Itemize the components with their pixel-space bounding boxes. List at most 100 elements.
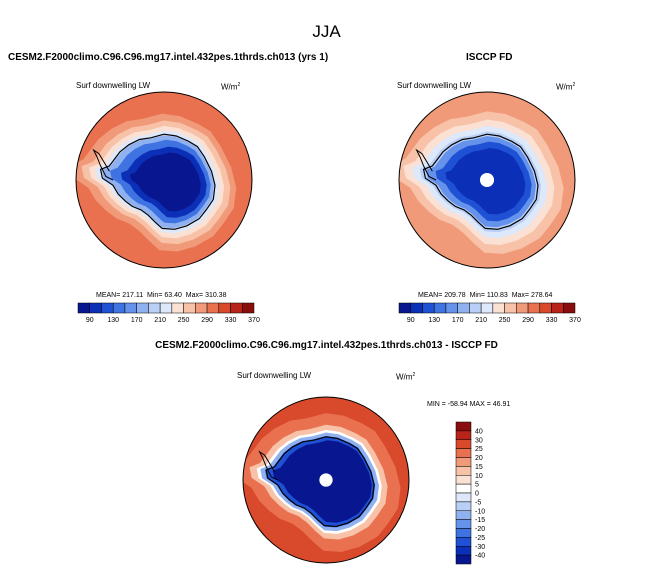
panel3-colorbar-label-4: 15 [475, 464, 483, 471]
panel3-colorbar-box-6 [455, 475, 472, 485]
panel1-colorbar-box-7 [159, 302, 173, 314]
panel3-peninsula [258, 450, 279, 481]
panel1-stats: MEAN= 217.11 Min= 63.40 Max= 310.38 [96, 292, 227, 299]
panel1-colorbar-label-170: 170 [131, 317, 143, 324]
panel3-colorbar-box-10 [455, 510, 472, 520]
panel3-colorbar-label-8: -5 [475, 499, 481, 506]
panel3-colorbar-label-1: 30 [475, 437, 483, 444]
panel3-colorbar-box-0 [455, 421, 472, 432]
panel1-colorbar-box-1 [89, 302, 102, 314]
panel3-colorbar-box-14 [455, 546, 472, 556]
panel3-map [242, 396, 410, 564]
panel3-title: CESM2.F2000climo.C96.C96.mg17.intel.432p… [155, 340, 498, 351]
panel1-colorbar-box-4 [124, 302, 137, 314]
panel3-colorbar-box-8 [455, 492, 472, 503]
panel2-colorbar-box-7 [480, 302, 494, 314]
panel2-colorbar-box-14 [563, 302, 576, 314]
panel2-subtitle: Surf downwelling LW [397, 81, 472, 90]
panel2-colorbar-box-6 [469, 302, 482, 314]
panel3-colorbar-label-6: 5 [475, 482, 479, 489]
panel2-colorbar-label-130: 130 [428, 317, 440, 324]
panel3-stats: MIN = -58.94 MAX = 46.91 [427, 401, 511, 408]
panel3-colorbar-label-3: 20 [475, 455, 483, 462]
panel2-colorbar-box-13 [551, 302, 564, 314]
panel3-colorbar-box-9 [455, 501, 472, 511]
panel3-colorbar-label-7: 0 [475, 491, 479, 498]
panel2-frame [398, 91, 576, 269]
panel1-colorbar-label-330: 330 [225, 317, 237, 324]
panel1-band-8 [130, 152, 201, 212]
panel1-colorbar-box-8 [171, 302, 184, 314]
panel3-subtitle: Surf downwelling LW [237, 371, 312, 380]
panel2-colorbar-box-9 [504, 302, 517, 314]
panel2-colorbar-box-11 [527, 302, 541, 314]
panel1-colorbar-box-14 [242, 302, 255, 314]
panel1-coastline [99, 133, 216, 230]
panel3-units: W/m2 [396, 372, 416, 382]
panel2-colorbar-label-330: 330 [546, 317, 558, 324]
page-title: JJA [312, 22, 341, 41]
panel1-colorbar-box-5 [136, 302, 149, 314]
panel2-colorbar-box-1 [410, 302, 423, 314]
panel1-colorbar-label-90: 90 [86, 317, 94, 324]
panel3-colorbar-box-4 [455, 457, 472, 467]
panel2-colorbar-label-290: 290 [522, 317, 534, 324]
panel2-colorbar-label-210: 210 [475, 317, 487, 324]
panel1-map [75, 91, 253, 269]
panel3-colorbar-label-5: 10 [475, 473, 483, 480]
panel1-units: W/m2 [221, 82, 241, 92]
panel1-colorbar-label-290: 290 [201, 317, 213, 324]
panel2-colorbar-label-90: 90 [407, 317, 415, 324]
panel3-colorbar-box-7 [455, 483, 472, 494]
panel2-units: W/m2 [556, 82, 576, 92]
panel3-missing-pole [319, 473, 333, 487]
panel2-missing-pole [479, 172, 495, 188]
panel2-coastline [422, 133, 539, 230]
panel3-colorbar-box-1 [455, 430, 472, 440]
panel3-colorbar: 40 30 25 20 15 10 5 0-5 -10 -15 -20 -25 -30 -40 [455, 421, 485, 565]
panel1-colorbar-box-13 [230, 302, 243, 314]
panel3-colorbar-label-11: -20 [475, 526, 485, 533]
panel1-colorbar-label-130: 130 [107, 317, 119, 324]
panel3-colorbar-box-5 [455, 466, 472, 476]
panel3-coastline [265, 436, 375, 528]
panel2-colorbar-box-5 [457, 302, 470, 314]
panel2-colorbar-label-170: 170 [452, 317, 464, 324]
panel3-colorbar-box-11 [455, 519, 472, 529]
panel2-map [398, 91, 576, 269]
panel3-colorbar-label-0: 40 [475, 428, 483, 435]
panel1-colorbar-box-2 [101, 302, 114, 314]
panel1-colorbar-label-250: 250 [178, 317, 190, 324]
panel2-colorbar-label-250: 250 [499, 317, 511, 324]
panel1-title: CESM2.F2000climo.C96.C96.mg17.intel.432p… [8, 52, 329, 63]
panel1-colorbar-box-9 [183, 302, 196, 314]
panel3-colorbar-label-2: 25 [475, 446, 483, 453]
panel1-colorbar: 90 130 170 210 250 290 330 370 [77, 302, 260, 324]
panel1-colorbar-box-11 [206, 302, 220, 314]
panel2-colorbar-box-10 [516, 302, 529, 314]
panel2-colorbar-box-2 [422, 302, 435, 314]
panel3-colorbar-box-3 [455, 448, 472, 458]
panel1-peninsula [92, 148, 114, 181]
panel2-colorbar-box-8 [492, 302, 505, 314]
panel1-colorbar-box-0 [77, 302, 90, 314]
panel3-colorbar-label-9: -10 [475, 508, 485, 515]
panel3-colorbar-label-14: -40 [475, 553, 485, 560]
panel1-colorbar-box-12 [218, 302, 231, 314]
panel3-colorbar-label-12: -25 [475, 535, 485, 542]
panel2-colorbar-box-4 [445, 302, 458, 314]
panel3-colorbar-box-13 [455, 537, 472, 547]
panel1-subtitle: Surf downwelling LW [76, 81, 151, 90]
panel2-peninsula [415, 148, 437, 181]
panel3-colorbar-box-12 [455, 528, 472, 538]
panel2-colorbar-label-370: 370 [569, 317, 581, 324]
panel2-colorbar-box-0 [398, 302, 411, 314]
panel1-colorbar-label-210: 210 [154, 317, 166, 324]
panel3-colorbar-box-15 [455, 554, 472, 565]
panel3-colorbar-label-13: -30 [475, 544, 485, 551]
panel3-colorbar-box-2 [455, 439, 472, 449]
panel3-colorbar-label-10: -15 [475, 517, 485, 524]
panel3-frame [242, 396, 410, 564]
panel2-colorbar-box-3 [433, 302, 447, 314]
